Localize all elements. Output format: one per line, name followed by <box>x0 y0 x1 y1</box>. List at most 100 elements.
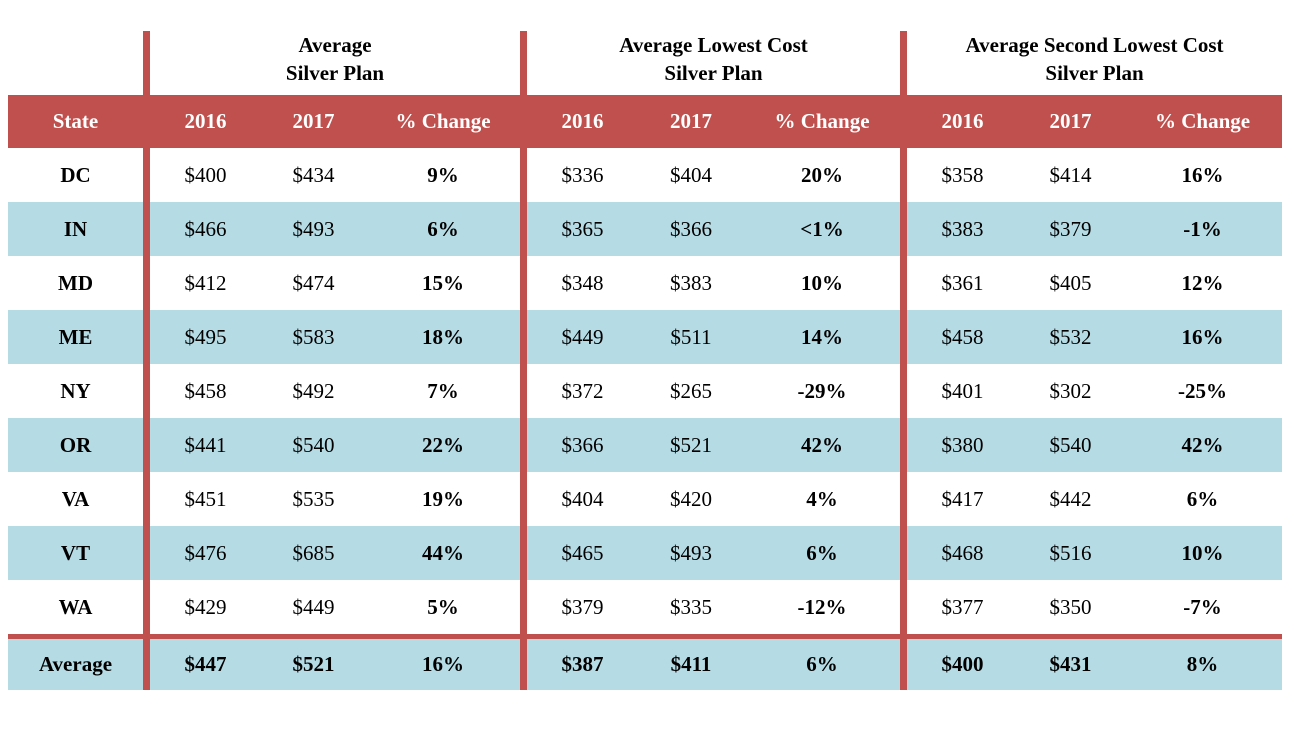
group-divider <box>900 634 908 690</box>
table-row: DC $400 $434 9% $336 $404 20% $358 $414 … <box>8 148 1283 202</box>
state-cell: Average <box>8 634 143 690</box>
average-row: Average $447 $521 16% $387 $411 6% $400 … <box>8 634 1283 690</box>
value-cell: $458 <box>150 364 261 418</box>
value-cell: $417 <box>907 472 1019 526</box>
value-cell: $532 <box>1018 310 1124 364</box>
pct-change-cell: 10% <box>744 256 901 310</box>
group-divider <box>520 580 527 634</box>
group-divider <box>520 95 527 148</box>
value-cell: $302 <box>1018 364 1124 418</box>
value-cell: $404 <box>638 148 744 202</box>
table-row: WA $429 $449 5% $379 $335 -12% $377 $350… <box>8 580 1283 634</box>
value-cell: $466 <box>150 202 261 256</box>
table-row: VA $451 $535 19% $404 $420 4% $417 $442 … <box>8 472 1283 526</box>
table-row: ME $495 $583 18% $449 $511 14% $458 $532… <box>8 310 1283 364</box>
pct-change-cell: -12% <box>744 580 901 634</box>
group-divider <box>900 418 908 472</box>
group-divider <box>900 580 908 634</box>
column-header-pct-change-g3: % Change <box>1123 95 1283 148</box>
group-divider <box>520 472 527 526</box>
group-divider <box>143 25 150 95</box>
group-divider <box>900 364 908 418</box>
column-header-pct-change-g1: % Change <box>366 95 520 148</box>
pct-change-cell: 12% <box>1123 256 1283 310</box>
group-title-line: Average Second Lowest Cost <box>965 33 1224 58</box>
table-row: NY $458 $492 7% $372 $265 -29% $401 $302… <box>8 364 1283 418</box>
pct-change-cell: 16% <box>1123 310 1283 364</box>
group-divider <box>520 418 527 472</box>
pct-change-cell: 8% <box>1123 634 1283 690</box>
value-cell: $383 <box>907 202 1019 256</box>
pct-change-cell: -7% <box>1123 580 1283 634</box>
pct-change-cell: 6% <box>1123 472 1283 526</box>
group-divider <box>520 202 527 256</box>
group-divider <box>520 364 527 418</box>
table-row: VT $476 $685 44% $465 $493 6% $468 $516 … <box>8 526 1283 580</box>
group-divider <box>900 202 908 256</box>
state-cell: MD <box>8 256 143 310</box>
group-divider <box>900 310 908 364</box>
value-cell: $535 <box>261 472 366 526</box>
pct-change-cell: -25% <box>1123 364 1283 418</box>
value-cell: $420 <box>638 472 744 526</box>
pct-change-cell: 16% <box>366 634 520 690</box>
group-title-line: Average <box>298 33 372 58</box>
value-cell: $401 <box>907 364 1019 418</box>
value-cell: $265 <box>638 364 744 418</box>
group-title-line: Silver Plan <box>1045 61 1144 85</box>
group-divider <box>520 148 527 202</box>
group-divider <box>900 95 908 148</box>
state-cell: VT <box>8 526 143 580</box>
pct-change-cell: 14% <box>744 310 901 364</box>
value-cell: $335 <box>638 580 744 634</box>
pct-change-cell: 7% <box>366 364 520 418</box>
value-cell: $358 <box>907 148 1019 202</box>
pct-change-cell: 19% <box>366 472 520 526</box>
group-divider <box>143 580 150 634</box>
table-row: IN $466 $493 6% $365 $366 <1% $383 $379 … <box>8 202 1283 256</box>
group-title-row: Average Silver Plan Average Lowest Cost … <box>8 25 1283 95</box>
value-cell: $377 <box>907 580 1019 634</box>
state-cell: DC <box>8 148 143 202</box>
state-cell: NY <box>8 364 143 418</box>
value-cell: $442 <box>1018 472 1124 526</box>
pct-change-cell: 44% <box>366 526 520 580</box>
group-header-avg-second-lowest-cost: Average Second Lowest Cost Silver Plan <box>907 25 1283 95</box>
group-title-line: Silver Plan <box>664 61 763 85</box>
value-cell: $372 <box>527 364 638 418</box>
value-cell: $431 <box>1018 634 1124 690</box>
value-cell: $336 <box>527 148 638 202</box>
pct-change-cell: -29% <box>744 364 901 418</box>
group-divider <box>143 310 150 364</box>
state-cell: ME <box>8 310 143 364</box>
value-cell: $365 <box>527 202 638 256</box>
group-header-average-silver: Average Silver Plan <box>150 25 520 95</box>
value-cell: $449 <box>261 580 366 634</box>
pct-change-cell: -1% <box>1123 202 1283 256</box>
value-cell: $540 <box>261 418 366 472</box>
value-cell: $380 <box>907 418 1019 472</box>
pct-change-cell: 42% <box>1123 418 1283 472</box>
state-cell: OR <box>8 418 143 472</box>
column-header-2017-g3: 2017 <box>1018 95 1124 148</box>
column-header-2016-g1: 2016 <box>150 95 261 148</box>
value-cell: $366 <box>527 418 638 472</box>
value-cell: $350 <box>1018 580 1124 634</box>
column-header-2017-g2: 2017 <box>638 95 744 148</box>
value-cell: $429 <box>150 580 261 634</box>
group-divider <box>143 202 150 256</box>
value-cell: $468 <box>907 526 1019 580</box>
group-divider <box>900 472 908 526</box>
group-divider <box>143 148 150 202</box>
value-cell: $366 <box>638 202 744 256</box>
value-cell: $685 <box>261 526 366 580</box>
value-cell: $458 <box>907 310 1019 364</box>
group-divider <box>143 418 150 472</box>
pct-change-cell: 22% <box>366 418 520 472</box>
column-header-2017-g1: 2017 <box>261 95 366 148</box>
pct-change-cell: 6% <box>744 526 901 580</box>
pct-change-cell: 9% <box>366 148 520 202</box>
value-cell: $521 <box>261 634 366 690</box>
pct-change-cell: 5% <box>366 580 520 634</box>
pct-change-cell: 4% <box>744 472 901 526</box>
